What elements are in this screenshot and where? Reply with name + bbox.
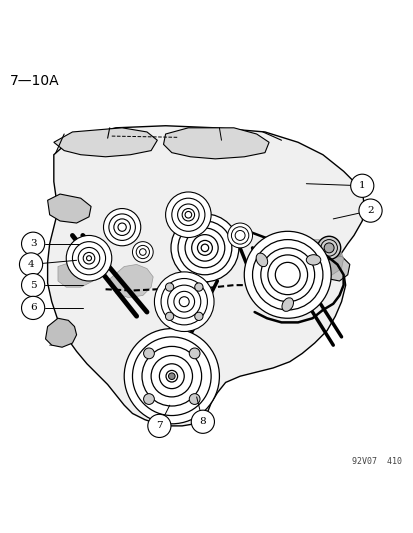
Circle shape [154, 272, 214, 332]
Circle shape [21, 273, 45, 297]
Circle shape [147, 414, 171, 438]
Circle shape [244, 231, 330, 318]
Circle shape [132, 337, 211, 416]
Circle shape [83, 253, 95, 264]
Circle shape [143, 394, 154, 405]
Text: 3: 3 [30, 239, 36, 248]
Circle shape [136, 245, 149, 259]
Circle shape [78, 247, 100, 269]
Circle shape [194, 283, 202, 291]
Text: 7—10A: 7—10A [10, 74, 60, 88]
Polygon shape [47, 194, 91, 223]
Circle shape [165, 283, 173, 291]
Circle shape [173, 292, 194, 312]
Circle shape [358, 199, 381, 222]
Circle shape [72, 241, 105, 275]
Polygon shape [47, 126, 363, 426]
Circle shape [231, 227, 248, 244]
Circle shape [124, 329, 219, 424]
Text: 1: 1 [358, 181, 365, 190]
Circle shape [178, 221, 231, 275]
Circle shape [165, 312, 173, 320]
Circle shape [179, 297, 189, 306]
Circle shape [317, 236, 340, 260]
Polygon shape [163, 128, 268, 159]
Circle shape [114, 219, 130, 236]
Circle shape [194, 312, 202, 320]
Circle shape [260, 248, 314, 302]
Circle shape [201, 244, 208, 252]
Circle shape [171, 214, 238, 282]
Circle shape [185, 212, 191, 218]
Circle shape [197, 240, 212, 255]
Circle shape [189, 348, 199, 359]
Circle shape [151, 356, 192, 397]
Circle shape [66, 236, 112, 281]
Circle shape [132, 241, 153, 262]
Circle shape [118, 223, 126, 231]
Circle shape [235, 230, 244, 240]
Polygon shape [109, 264, 153, 297]
Circle shape [182, 208, 194, 221]
Polygon shape [54, 128, 157, 157]
Circle shape [350, 174, 373, 197]
Circle shape [86, 256, 91, 261]
Circle shape [191, 410, 214, 433]
Circle shape [143, 348, 154, 359]
Circle shape [139, 249, 146, 255]
Polygon shape [58, 260, 95, 287]
Circle shape [177, 204, 199, 225]
Circle shape [142, 346, 201, 406]
Circle shape [275, 262, 299, 287]
Circle shape [191, 235, 218, 261]
Ellipse shape [256, 253, 267, 266]
Circle shape [267, 255, 307, 295]
Text: 2: 2 [366, 206, 373, 215]
Circle shape [21, 232, 45, 255]
Text: 5: 5 [30, 281, 36, 289]
Circle shape [161, 279, 207, 325]
Circle shape [189, 394, 199, 405]
Circle shape [159, 364, 184, 389]
Circle shape [227, 223, 252, 248]
Ellipse shape [306, 255, 320, 265]
Circle shape [252, 240, 322, 310]
Circle shape [103, 208, 140, 246]
Circle shape [171, 198, 204, 231]
Circle shape [109, 214, 135, 240]
Text: 92V07  410: 92V07 410 [351, 457, 401, 466]
Polygon shape [45, 318, 76, 347]
Ellipse shape [281, 298, 293, 311]
Text: 6: 6 [30, 303, 36, 312]
Polygon shape [301, 240, 343, 277]
Text: 8: 8 [199, 417, 206, 426]
Circle shape [323, 243, 333, 253]
Circle shape [19, 253, 43, 276]
Circle shape [165, 192, 211, 238]
Polygon shape [322, 256, 349, 281]
Circle shape [168, 373, 175, 379]
Text: 4: 4 [28, 260, 34, 269]
Text: 7: 7 [156, 422, 162, 430]
Circle shape [21, 296, 45, 319]
Circle shape [166, 370, 177, 382]
Circle shape [185, 228, 224, 268]
Circle shape [167, 285, 200, 318]
